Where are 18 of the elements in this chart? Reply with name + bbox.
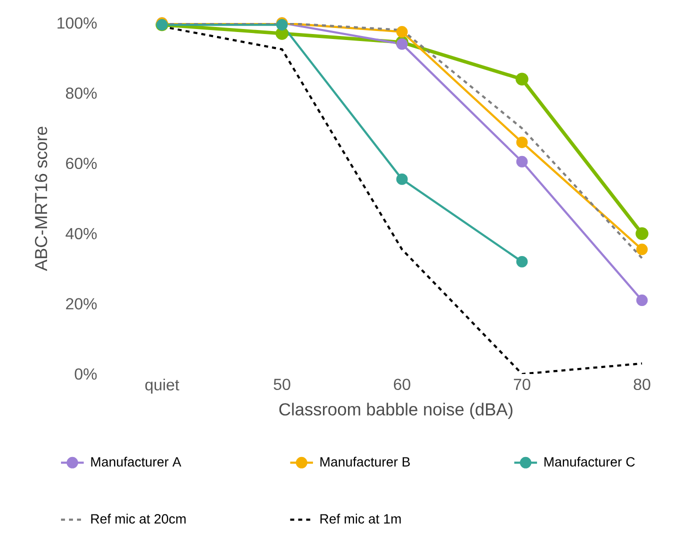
x-tick-label: 60 xyxy=(394,378,410,390)
y-tick-label: 0% xyxy=(74,368,97,380)
x-tick-label: 50 xyxy=(274,378,290,390)
x-tick-label: 70 xyxy=(514,378,530,390)
legend-label: Ref mic at 1m xyxy=(320,514,401,524)
y-axis-title: ABC-MRT16 score xyxy=(34,126,48,272)
x-axis-title: Classroom babble noise (dBA) xyxy=(279,402,512,419)
x-tick-label: quiet xyxy=(145,378,180,394)
y-tick-label: 60% xyxy=(66,158,97,170)
legend-label: Manufacturer B xyxy=(320,456,410,467)
legend-label: Manufacturer A xyxy=(91,456,182,467)
y-tick-label: 20% xyxy=(66,298,97,310)
y-tick-label: 100% xyxy=(58,17,97,29)
x-tick-label: 80 xyxy=(634,378,650,390)
y-tick-label: 40% xyxy=(66,228,97,240)
legend-label: Ref mic at 20cm xyxy=(91,514,186,524)
y-tick-label: 80% xyxy=(66,88,97,99)
legend-label: Manufacturer C xyxy=(544,456,635,467)
